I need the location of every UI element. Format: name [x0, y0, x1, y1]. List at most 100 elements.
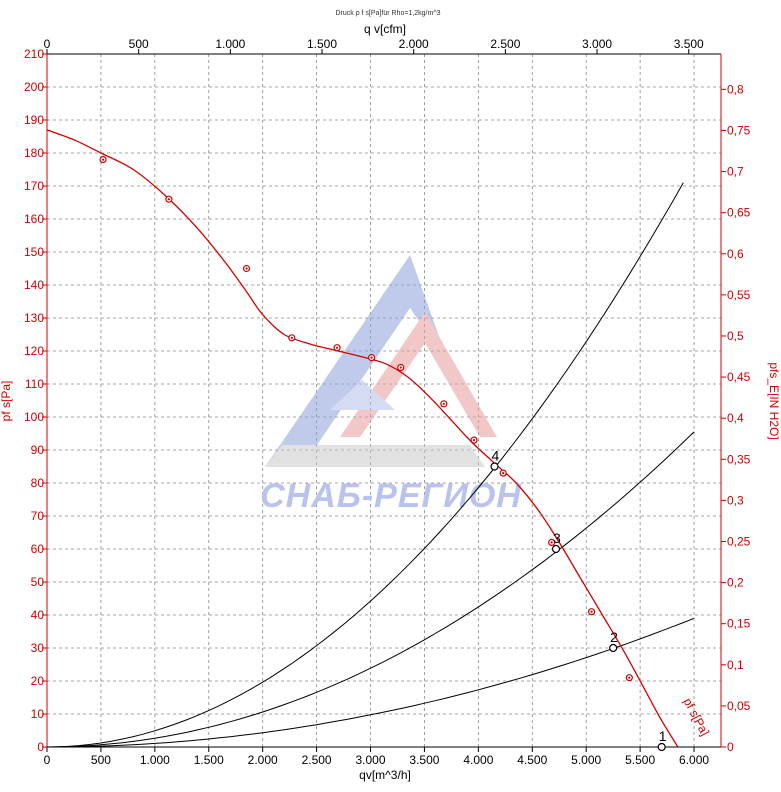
measured-point-dot [590, 610, 593, 613]
operating-point-label-1: 1 [659, 728, 667, 744]
grid-lines [47, 53, 721, 747]
watermark-logo [265, 255, 497, 467]
x-tick-label: 5.000 [571, 753, 601, 767]
y-tick-label: 20 [31, 674, 45, 688]
measured-point-dot [290, 336, 293, 339]
operating-point-4 [490, 462, 499, 471]
x2-axis-label: q v[cfm] [364, 22, 406, 36]
x-tick-label: 4.000 [463, 753, 493, 767]
x-tick-label: 6.000 [679, 753, 709, 767]
y-tick-label: 210 [24, 47, 44, 61]
x-tick-label: 3.500 [409, 753, 439, 767]
measured-point-dot [167, 198, 170, 201]
y-tick-label: 0 [37, 740, 44, 754]
measured-point [470, 436, 478, 444]
x-tick-label: 500 [91, 753, 111, 767]
y-tick-label: 200 [24, 80, 44, 94]
y-tick-label: 70 [31, 509, 45, 523]
y2-tick-label: 0,7 [727, 165, 744, 179]
x-tick-label: 2.500 [302, 753, 332, 767]
measured-point [288, 334, 296, 342]
y-tick-label: 180 [24, 146, 44, 160]
x2-tick-label: 3.500 [674, 37, 704, 51]
measured-point-dot [370, 356, 373, 359]
measured-point-dot [550, 541, 553, 544]
y2-tick-label: 0,65 [727, 206, 751, 220]
measured-point [165, 195, 173, 203]
x2-tick-label: 1.000 [215, 37, 245, 51]
y2-tick-label: 0,45 [727, 370, 751, 384]
y-tick-label: 190 [24, 113, 44, 127]
measured-point [242, 264, 251, 273]
measured-point-dot [245, 267, 248, 270]
operating-point-label-4: 4 [492, 448, 500, 464]
operating-point-1 [657, 742, 666, 752]
measured-point-dot [502, 472, 505, 475]
y2-tick-label: 0,75 [727, 123, 751, 137]
y2-axis-label: pfs_E[IN H2O] [767, 362, 781, 439]
y-tick-label: 160 [24, 212, 44, 226]
measured-point-dot [442, 402, 445, 405]
measured-point-dot [628, 676, 631, 679]
system-curve-3 [46, 431, 695, 748]
x-tick-label: 0 [44, 753, 51, 767]
x-tick-label: 1.000 [140, 753, 170, 767]
x2-tick-label: 500 [129, 37, 149, 51]
measured-point [587, 608, 596, 616]
fan-curve [46, 129, 679, 748]
y2-tick-label: 0,3 [727, 493, 744, 507]
y-tick-label: 40 [31, 608, 45, 622]
y-tick-label: 110 [25, 377, 44, 391]
measured-point [548, 538, 556, 547]
measured-point-dot [101, 158, 105, 161]
x-tick-label: 1.500 [194, 753, 224, 767]
y-tick-label: 130 [24, 311, 44, 325]
y-tick-label: 60 [31, 542, 45, 556]
operating-point-label-3: 3 [553, 530, 561, 546]
y-tick-label: 30 [31, 641, 45, 655]
measured-point [499, 469, 507, 477]
measured-point-dot [335, 346, 339, 349]
series-layer: 1 2 3 4 pf s[Pa] [46, 129, 712, 752]
y-tick-label: 140 [24, 278, 44, 292]
axes: 0 500 1.000 1.500 2.000 2.500 3.000 3.500 4.000 4… [24, 37, 751, 767]
y-tick-label: 100 [24, 410, 44, 424]
y-axis-label: pf s[Pa] [0, 381, 13, 422]
x-tick-label: 3.000 [356, 753, 386, 767]
x-tick-label: 2.000 [248, 753, 278, 767]
y-tick-label: 150 [24, 245, 44, 259]
y2-tick-label: 0,2 [727, 576, 744, 590]
system-curve-2 [47, 617, 695, 748]
y-tick-label: 120 [24, 344, 44, 358]
x2-tick-label: 1.500 [307, 37, 337, 51]
y-tick-label: 170 [24, 179, 44, 193]
system-curve-4 [46, 182, 684, 748]
y2-tick-label: 0 [727, 740, 734, 754]
y-tick-label: 10 [31, 707, 45, 721]
x2-tick-label: 2.500 [490, 37, 520, 51]
x-tick-label: 4.500 [517, 753, 547, 767]
measured-point-dot [399, 366, 402, 369]
y2-tick-label: 0,4 [727, 411, 744, 425]
y-tick-label: 80 [31, 476, 45, 490]
x2-tick-label: 3.000 [582, 37, 612, 51]
fan-curve-label: pf s[Pa] [681, 696, 712, 738]
measured-point [333, 344, 341, 352]
y2-tick-label: 0,55 [727, 288, 751, 302]
measured-point [397, 363, 405, 372]
y-tick-label: 90 [31, 443, 45, 457]
operating-point-2 [609, 643, 618, 653]
y2-tick-label: 0,5 [727, 329, 744, 343]
operating-point-label-2: 2 [610, 629, 618, 645]
y2-tick-label: 0,6 [727, 247, 744, 261]
y2-tick-label: 0,1 [727, 658, 744, 672]
measured-point-dot [472, 439, 476, 442]
axis-labels: qv[m^3/h] q v[cfm] pf s[Pa] pfs_E[IN H2O… [0, 22, 781, 782]
y2-tick-label: 0,15 [727, 617, 751, 631]
y2-tick-label: 0,8 [727, 82, 744, 96]
measured-point [99, 156, 107, 164]
x2-tick-label: 0 [44, 37, 51, 51]
y2-tick-label: 0,25 [727, 534, 751, 548]
x-axis-label: qv[m^3/h] [359, 768, 411, 782]
